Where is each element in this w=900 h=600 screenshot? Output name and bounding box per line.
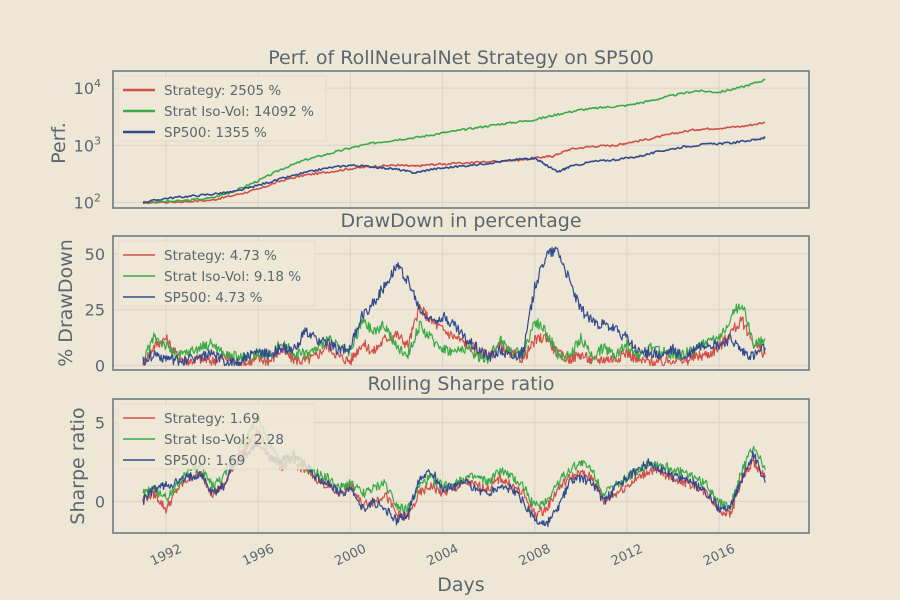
- drawdown-legend-label: SP500: 4.73 %: [164, 290, 263, 306]
- perf-legend: Strategy: 2505 % Strat Iso-Vol: 14092 % SP…: [117, 75, 327, 142]
- sharpe-legend: Strategy: 1.69 Strat Iso-Vol: 2.28 SP500: …: [117, 403, 316, 470]
- drawdown-chart-title: DrawDown in percentage: [340, 210, 581, 232]
- perf-series-line-strategy: [142, 121, 766, 205]
- x-tick-label: 2012: [609, 542, 645, 570]
- x-tick-label: 1992: [148, 542, 184, 570]
- drawdown-y-axis-label: % DrawDown: [55, 239, 77, 367]
- perf-legend-box: [117, 75, 327, 142]
- drawdown-series-line-strategy: [142, 303, 766, 367]
- sharpe-y-tick-label: 5: [95, 414, 105, 433]
- sharpe-legend-label: SP500: 1.69: [164, 453, 245, 469]
- perf-series-line-iso_vol: [142, 78, 766, 205]
- drawdown-legend-label: Strategy: 4.73 %: [164, 248, 277, 264]
- perf-legend-label: Strat Iso-Vol: 14092 %: [164, 104, 314, 120]
- perf-y-axis-label: Perf.: [48, 122, 70, 164]
- sharpe-chart-title: Rolling Sharpe ratio: [367, 373, 554, 395]
- sharpe-y-axis-label: Sharpe ratio: [67, 407, 89, 524]
- drawdown-legend: Strategy: 4.73 % Strat Iso-Vol: 9.18 % SP5…: [117, 240, 316, 307]
- plots-layer: 102 103 104 Strategy: 2505 % Strat Iso-Vol: …: [74, 70, 810, 570]
- perf-legend-label: Strategy: 2505 %: [164, 83, 281, 99]
- drawdown-y-tick-label: 25: [85, 301, 105, 320]
- perf-series-line-sp500: [142, 136, 766, 204]
- x-tick-label: 2004: [425, 542, 461, 570]
- perf-axes: 102 103 104 Strategy: 2505 % Strat Iso-Vol: …: [74, 70, 810, 212]
- sharpe-axes-frame: [112, 398, 810, 534]
- x-tick-label: 2000: [332, 542, 368, 570]
- x-axis-label: Days: [437, 574, 484, 596]
- drawdown-axes: 0 25 50 Strategy: 4.73 % Strat Iso-Vol: 9.18…: [85, 235, 810, 376]
- perf-chart-title: Perf. of RollNeuralNet Strategy on SP500: [268, 47, 654, 69]
- drawdown-y-tick-label: 50: [85, 245, 105, 264]
- sharpe-legend-label: Strategy: 1.69: [164, 411, 260, 427]
- sharpe-legend-box: [117, 403, 316, 470]
- sharpe-y-tick-label: 0: [95, 492, 105, 511]
- sharpe-axes: 0 5 Strategy: 1.69 Strat Iso-Vol: 2.28 SP500…: [95, 398, 810, 534]
- drawdown-series-line-iso_vol: [142, 303, 766, 364]
- perf-y-tick-label: 103: [74, 134, 101, 155]
- x-tick-label: 2008: [517, 542, 553, 570]
- perf-y-tick-label: 104: [74, 77, 101, 98]
- drawdown-series-line-sp500: [142, 246, 766, 367]
- drawdown-y-tick-label: 0: [95, 357, 105, 376]
- perf-axes-frame: [112, 70, 810, 209]
- sharpe-legend-label: Strat Iso-Vol: 2.28: [164, 432, 284, 448]
- x-tick-label: 2016: [701, 542, 737, 570]
- drawdown-legend-label: Strat Iso-Vol: 9.18 %: [164, 269, 301, 285]
- drawdown-legend-box: [117, 240, 316, 307]
- perf-y-tick-label: 102: [74, 191, 101, 212]
- drawdown-axes-frame: [112, 235, 810, 371]
- x-tick-label: 1996: [240, 542, 276, 570]
- perf-legend-label: SP500: 1355 %: [164, 125, 267, 141]
